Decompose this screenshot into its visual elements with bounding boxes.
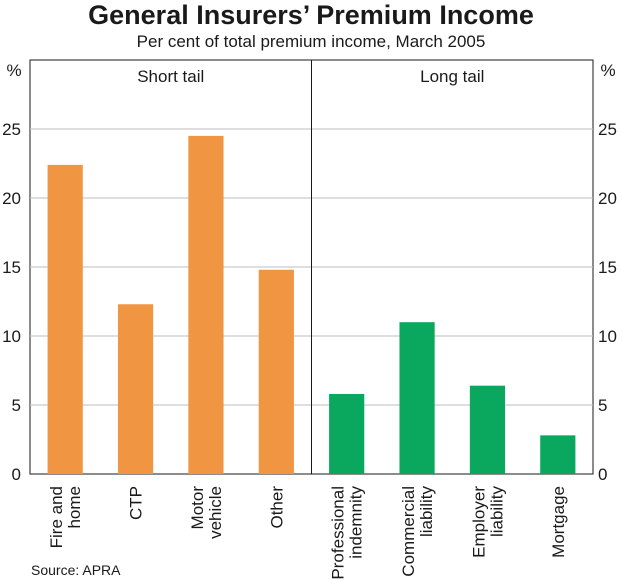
panel-label: Long tail [420,67,484,86]
y-tick-label-left: 5 [12,396,21,415]
bar [47,164,83,474]
y-tick-label-right: 15 [598,258,617,277]
bar [117,304,154,474]
x-tick-label-line: Mortgage [549,486,568,558]
x-tick-label-line: liability [487,486,506,538]
x-tick-label-line: CTP [127,486,146,520]
x-tick-label-line: Employer [469,486,488,558]
x-tick-label: Mortgage [549,486,568,558]
bar [399,322,435,474]
bar [258,269,294,474]
y-tick-label-left: 10 [2,327,21,346]
panel-label: Short tail [137,67,204,86]
x-tick-label: CTP [127,486,146,520]
y-tick-label-right: 10 [598,327,617,346]
x-tick-label-line: Commercial [399,486,418,577]
bar [540,435,576,474]
x-tick-label-line: Motor [188,486,207,530]
x-tick-label: Professionalindemnity [329,486,366,580]
y-tick-label-left: 20 [2,189,21,208]
bar [469,385,506,474]
chart-title: General Insurers’ Premium Income [88,0,534,30]
y-tick-label-right: 5 [598,396,607,415]
y-tick-label-right: 0 [598,465,607,484]
y-tick-label-right: 25 [598,120,617,139]
y-tick-label-left: 15 [2,258,21,277]
y-tick-label-right: 20 [598,189,617,208]
x-tick-label: Commercialliability [399,486,436,577]
chart-subtitle: Per cent of total premium income, March … [136,32,486,51]
x-tick-label-line: home [65,486,84,529]
x-tick-label-line: Other [267,486,286,529]
x-tick-label-line: liability [417,486,436,538]
source-note: Source: APRA [31,562,121,578]
x-tick-label: Employerliability [469,486,506,558]
x-tick-label-line: vehicle [206,486,225,539]
x-tick-label-line: indemnity [347,486,366,559]
x-tick-label: Other [267,486,286,529]
x-tick-label: Motorvehicle [188,486,225,539]
x-tick-label-line: Professional [329,486,348,580]
y-tick-label-left: 0 [12,465,21,484]
bar [188,135,224,474]
y-unit-right: % [600,61,615,80]
y-unit-left: % [6,61,21,80]
x-tick-label: Fire andhome [47,486,84,548]
bar [329,393,365,474]
y-tick-label-left: 25 [2,120,21,139]
x-tick-label-line: Fire and [47,486,66,548]
